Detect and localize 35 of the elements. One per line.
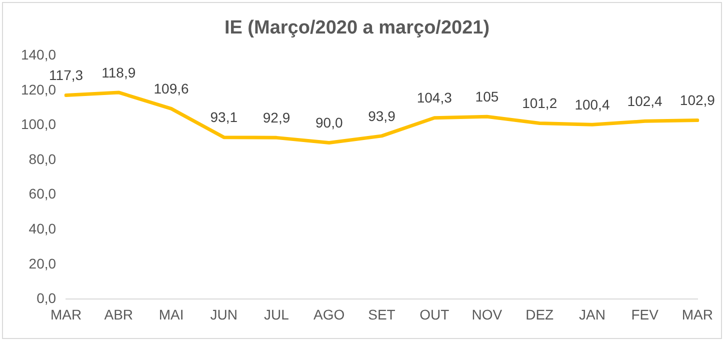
data-label: 93,9	[368, 108, 396, 124]
data-label: 118,9	[102, 64, 136, 80]
y-tick-label: 120,0	[20, 81, 56, 98]
data-label: 102,9	[680, 92, 716, 108]
y-tick-label: 80,0	[28, 150, 56, 167]
x-tick-label: JUN	[210, 306, 238, 322]
data-label: 101,2	[522, 95, 558, 112]
data-label: 117,3	[49, 67, 84, 84]
x-tick-label: ABR	[104, 306, 134, 322]
x-tick-label: OUT	[420, 306, 450, 322]
data-label: 93,1	[210, 109, 238, 126]
data-label: 109,6	[154, 80, 189, 97]
chart-title: IE (Março/2020 a março/2021)	[224, 18, 490, 39]
y-tick-label: 20,0	[28, 255, 56, 272]
y-tick-label: 40,0	[28, 220, 56, 237]
x-tick-label: FEV	[631, 306, 660, 322]
x-tick-label: MAR	[682, 306, 714, 322]
y-tick-label: 60,0	[28, 186, 56, 202]
y-tick-label: 0,0	[36, 290, 56, 306]
x-tick-label: MAI	[158, 306, 184, 322]
data-label: 100,4	[574, 96, 610, 113]
y-tick-label: 140,0	[20, 46, 56, 63]
x-tick-label: AGO	[314, 306, 345, 322]
x-tick-label: MAR	[50, 306, 82, 322]
x-tick-label: JUL	[264, 306, 290, 322]
data-label: 105	[475, 88, 499, 105]
data-label: 90,0	[315, 114, 343, 131]
x-tick-label: JAN	[578, 306, 606, 322]
y-tick-label: 100,0	[20, 116, 56, 132]
x-tick-label: DEZ	[526, 306, 554, 322]
x-tick-label: SET	[368, 306, 396, 322]
x-tick-label: NOV	[472, 306, 503, 322]
data-label: 102,4	[627, 93, 663, 110]
data-label: 92,9	[262, 110, 290, 126]
data-label: 104,3	[416, 90, 452, 106]
